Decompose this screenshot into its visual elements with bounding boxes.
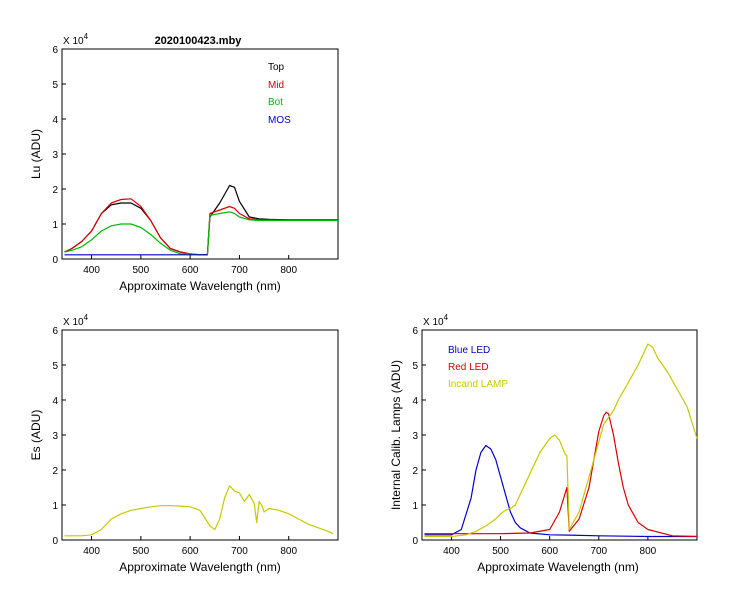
- lu-exponent-sup: 4: [84, 32, 89, 41]
- lu-x-tick-label: 400: [83, 265, 100, 276]
- lu-y-tick-label: 3: [52, 150, 58, 161]
- es-exponent-sup: 4: [84, 313, 89, 322]
- lamps-y-axis-label: Internal Calib. Lamps (ADU): [389, 360, 403, 510]
- lu-y-axis-label: Lu (ADU): [29, 129, 43, 179]
- lu-x-tick-label: 700: [231, 265, 248, 276]
- lamps-legend-red-led: Red LED: [448, 362, 489, 373]
- es-plot-frame: [62, 330, 338, 540]
- lamps-x-tick-label: 700: [590, 546, 607, 557]
- lamps-y-tick-label: 0: [412, 536, 418, 547]
- lamps-exponent-base: X 10: [423, 317, 444, 328]
- es-y-tick-label: 3: [52, 431, 58, 442]
- lamps-y-tick-label: 4: [412, 396, 418, 407]
- lamps-exponent-sup: 4: [444, 313, 449, 322]
- lamps-x-tick-label: 400: [443, 546, 460, 557]
- lu-x-tick-label: 500: [133, 265, 150, 276]
- lamps-x-tick-label: 800: [640, 546, 657, 557]
- lu-legend-mid: Mid: [268, 80, 284, 91]
- lamps-y-tick-label: 1: [412, 501, 418, 512]
- es-x-tick-label: 600: [182, 546, 199, 557]
- es-x-axis-label: Approximate Wavelength (nm): [119, 560, 281, 574]
- lamps-y-tick-label: 6: [412, 326, 418, 337]
- lu-y-tick-label: 4: [52, 115, 58, 126]
- lamps-y-tick-label: 2: [412, 466, 418, 477]
- lu-x-tick-label: 800: [280, 265, 297, 276]
- lu-legend-top: Top: [268, 62, 285, 73]
- es-y-tick-label: 0: [52, 536, 58, 547]
- lamps-exponent-label: X 104: [423, 313, 449, 328]
- es-y-tick-label: 5: [52, 361, 58, 372]
- es-y-tick-label: 6: [52, 326, 58, 337]
- lu-exponent-label: X 104: [63, 32, 89, 47]
- lu-x-axis-label: Approximate Wavelength (nm): [119, 279, 281, 293]
- lu-y-tick-label: 5: [52, 80, 58, 91]
- lamps-x-axis-label: Approximate Wavelength (nm): [477, 560, 639, 574]
- lu-exponent-base: X 10: [63, 36, 84, 47]
- lu-legend-mos: MOS: [268, 115, 291, 126]
- lamps-x-tick-label: 500: [492, 546, 509, 557]
- es-x-tick-label: 800: [280, 546, 297, 557]
- lamps-x-tick-label: 600: [541, 546, 558, 557]
- lamps-legend-incand-lamp: Incand LAMP: [448, 379, 508, 390]
- lu-y-tick-label: 6: [52, 45, 58, 56]
- es-exponent-label: X 104: [63, 313, 89, 328]
- figure: 2020100423.mby 400 500 600 700 800 0123456 X…: [0, 0, 750, 600]
- lu-x-tick-label: 600: [182, 265, 199, 276]
- lu-y-tick-label: 1: [52, 220, 58, 231]
- es-x-tick-label: 700: [231, 546, 248, 557]
- lamps-legend-blue-led: Blue LED: [448, 345, 490, 356]
- lu-y-tick-label: 0: [52, 255, 58, 266]
- es-x-tick-label: 500: [133, 546, 150, 557]
- es-exponent-base: X 10: [63, 317, 84, 328]
- lu-y-tick-label: 2: [52, 185, 58, 196]
- es-x-tick-label: 400: [83, 546, 100, 557]
- figure-title: 2020100423.mby: [155, 35, 243, 47]
- es-y-tick-label: 2: [52, 466, 58, 477]
- lu-legend-bot: Bot: [268, 97, 283, 108]
- es-y-tick-label: 4: [52, 396, 58, 407]
- es-y-tick-label: 1: [52, 501, 58, 512]
- lamps-y-tick-label: 3: [412, 431, 418, 442]
- lamps-y-tick-label: 5: [412, 361, 418, 372]
- es-y-axis-label: Es (ADU): [29, 410, 43, 461]
- lu-plot-frame: [62, 49, 338, 259]
